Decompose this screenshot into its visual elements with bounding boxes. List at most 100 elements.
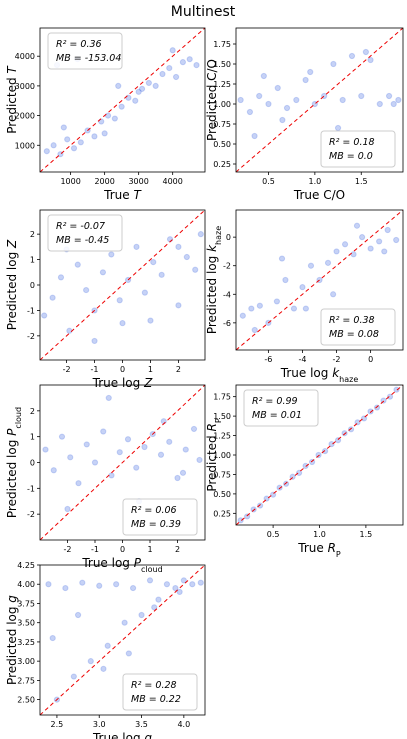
x-tick-label: 3000: [128, 177, 148, 186]
annotation: R² = 0.38: [329, 315, 375, 326]
annotation-box: [243, 389, 319, 427]
point: [197, 579, 204, 586]
figure-title: Multinest: [171, 4, 236, 20]
frame: [39, 27, 206, 173]
axis-label-part: Predicted log: [205, 252, 219, 334]
x-tick-label: 2000: [94, 177, 114, 186]
frame: [39, 564, 206, 716]
y-tick-label: 3.00: [17, 657, 35, 666]
point: [302, 76, 309, 84]
point: [190, 425, 198, 433]
plot-area: [236, 210, 403, 350]
annotation: MB = 0.0: [329, 151, 373, 162]
x-tick-label: 0: [120, 545, 125, 554]
axis-label-part: R: [328, 541, 336, 555]
point: [108, 251, 115, 258]
annotation-box: [47, 214, 123, 252]
point: [192, 266, 199, 273]
axis-label-part: Z: [5, 239, 19, 249]
point: [282, 276, 289, 284]
x-tick-label: 1: [148, 365, 153, 374]
annotation-box: [47, 32, 123, 70]
point: [324, 259, 332, 266]
point: [381, 248, 388, 255]
annotation: MB = 0.39: [131, 519, 181, 530]
annotation: MB = 0.01: [252, 410, 302, 421]
axis-label-part: True log: [81, 556, 133, 570]
point: [166, 64, 173, 72]
y-tick-label: 3000: [15, 82, 35, 91]
y-tick-label: 1.00: [213, 100, 231, 109]
annotation: MB = -153.04: [56, 53, 121, 64]
axis-label: True log khaze: [280, 366, 359, 384]
point: [341, 430, 348, 437]
point: [196, 456, 203, 464]
axis-label-part: g: [144, 731, 152, 739]
point: [58, 433, 66, 440]
point: [274, 84, 281, 92]
y-tick-label: 2: [30, 230, 35, 239]
point: [113, 581, 120, 588]
point: [74, 611, 82, 619]
point: [74, 261, 81, 268]
point: [150, 259, 157, 266]
x-tick-label: 0: [368, 355, 373, 364]
y-tick-label: 4.25: [17, 561, 35, 570]
point: [257, 502, 264, 509]
point: [385, 92, 393, 100]
x-tick-label: 0.5: [262, 177, 275, 186]
y-tick-label: -2: [27, 332, 35, 341]
point: [60, 124, 67, 131]
axis-label-part: True log: [280, 366, 332, 380]
point: [182, 446, 189, 453]
y-tick-label: 1.00: [213, 451, 231, 460]
point: [141, 289, 148, 296]
point: [125, 650, 132, 657]
annotation: R² = 0.36: [56, 39, 102, 50]
x-tick-label: 2: [176, 365, 181, 374]
point: [367, 408, 374, 415]
point: [66, 327, 73, 334]
axis-label-part: g: [5, 595, 19, 603]
axis-label: True T: [103, 188, 142, 202]
point: [67, 454, 74, 461]
point: [50, 142, 57, 149]
axis-label-part: k: [332, 366, 340, 380]
x-tick-label: 1.5: [355, 177, 368, 186]
y-tick-label: 0.75: [213, 470, 231, 479]
point: [179, 59, 186, 66]
point: [278, 255, 286, 262]
point: [339, 96, 346, 104]
axis-label-part: T: [133, 188, 142, 202]
annotation: MB = -0.45: [56, 235, 109, 246]
point: [172, 584, 179, 592]
point: [100, 665, 107, 672]
point: [158, 271, 165, 278]
x-tick-label: 3.5: [135, 720, 148, 729]
point: [133, 243, 140, 250]
y-tick-label: -2: [223, 262, 231, 271]
point: [49, 634, 56, 642]
point: [273, 298, 280, 305]
point: [328, 441, 335, 448]
point: [348, 52, 356, 60]
identity-line: [236, 210, 403, 350]
point: [197, 231, 204, 238]
point: [393, 386, 400, 393]
frame: [235, 27, 404, 173]
point: [256, 92, 263, 100]
point: [175, 302, 182, 309]
point: [390, 100, 397, 108]
axis-label-part: k: [205, 244, 219, 252]
y-tick-label: 2.75: [17, 676, 35, 685]
point: [373, 404, 381, 411]
x-tick-label: 3.0: [93, 720, 106, 729]
point: [333, 248, 340, 255]
point: [376, 100, 383, 108]
point: [101, 130, 108, 137]
annotation: R² = 0.28: [131, 680, 177, 691]
point: [193, 62, 200, 69]
y-tick-label: 4000: [15, 52, 35, 61]
point: [70, 145, 78, 152]
